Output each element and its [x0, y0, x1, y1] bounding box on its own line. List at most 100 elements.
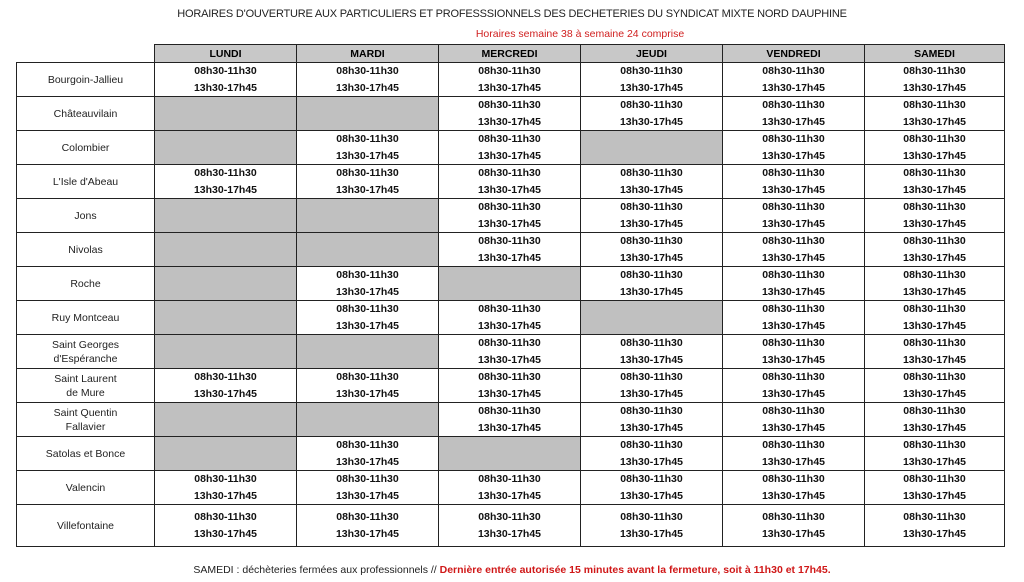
afternoon-hours: 13h30-17h45 [335, 489, 400, 502]
afternoon-hours: 13h30-17h45 [193, 489, 258, 502]
closed-cell [154, 334, 297, 369]
table-row: Villefontaine 08h30-11h30 13h30-17h45 08h30… [16, 504, 1005, 547]
hours-cell: 08h30-11h30 13h30-17h45 [438, 62, 581, 97]
afternoon-hours: 13h30-17h45 [902, 285, 967, 298]
closed-cell [154, 130, 297, 165]
afternoon-hours: 13h30-17h45 [477, 421, 542, 434]
hours-cell: 08h30-11h30 13h30-17h45 [580, 266, 723, 301]
afternoon-hours: 13h30-17h45 [902, 387, 967, 400]
afternoon-hours: 13h30-17h45 [619, 353, 684, 366]
morning-hours: 08h30-11h30 [478, 371, 541, 383]
afternoon-hours: 13h30-17h45 [193, 527, 258, 540]
morning-hours: 08h30-11h30 [194, 473, 257, 485]
afternoon-hours: 13h30-17h45 [335, 183, 400, 196]
footer-text: SAMEDI : déchèteries fermées aux profess… [193, 564, 440, 576]
morning-hours: 08h30-11h30 [194, 65, 257, 77]
morning-hours: 08h30-11h30 [903, 133, 966, 145]
morning-hours: 08h30-11h30 [620, 99, 683, 111]
morning-hours: 08h30-11h30 [620, 167, 683, 179]
morning-hours: 08h30-11h30 [336, 133, 399, 145]
morning-hours: 08h30-11h30 [478, 65, 541, 77]
hours-cell: 08h30-11h30 13h30-17h45 [864, 402, 1005, 437]
morning-hours: 08h30-11h30 [478, 303, 541, 315]
site-name: L'Isle d'Abeau [16, 164, 155, 199]
table-row: Saint Laurent de Mure 08h30-11h30 13h30-17h… [16, 368, 1005, 403]
day-header-jeudi: JEUDI [580, 44, 723, 63]
morning-hours: 08h30-11h30 [762, 511, 825, 523]
afternoon-hours: 13h30-17h45 [335, 387, 400, 400]
morning-hours: 08h30-11h30 [903, 201, 966, 213]
site-name-line: Villefontaine [56, 519, 115, 532]
hours-cell: 08h30-11h30 13h30-17h45 [864, 334, 1005, 369]
afternoon-hours: 13h30-17h45 [619, 387, 684, 400]
closed-cell [154, 436, 297, 471]
afternoon-hours: 13h30-17h45 [761, 149, 826, 162]
site-name: Colombier [16, 130, 155, 165]
afternoon-hours: 13h30-17h45 [619, 81, 684, 94]
hours-cell: 08h30-11h30 13h30-17h45 [580, 504, 723, 547]
site-name: Saint Laurent de Mure [16, 368, 155, 403]
morning-hours: 08h30-11h30 [762, 235, 825, 247]
afternoon-hours: 13h30-17h45 [477, 149, 542, 162]
hours-cell: 08h30-11h30 13h30-17h45 [296, 164, 439, 199]
site-name-line: Ruy Montceau [51, 311, 120, 324]
site-name-line: Fallavier [65, 420, 106, 433]
table-row: Ruy Montceau 08h30-11h30 13h30-17h45 08h30-… [16, 300, 1005, 335]
afternoon-hours: 13h30-17h45 [619, 115, 684, 128]
afternoon-hours: 13h30-17h45 [761, 421, 826, 434]
morning-hours: 08h30-11h30 [620, 235, 683, 247]
hours-cell: 08h30-11h30 13h30-17h45 [296, 300, 439, 335]
afternoon-hours: 13h30-17h45 [619, 455, 684, 468]
morning-hours: 08h30-11h30 [336, 167, 399, 179]
site-name-line: Nivolas [68, 243, 103, 256]
site-name-line: Satolas et Bonce [45, 447, 126, 460]
afternoon-hours: 13h30-17h45 [902, 217, 967, 230]
site-name: Villefontaine [16, 504, 155, 547]
footer-warning: Dernière entrée autorisée 15 minutes ava… [439, 564, 831, 576]
morning-hours: 08h30-11h30 [194, 167, 257, 179]
afternoon-hours: 13h30-17h45 [477, 353, 542, 366]
morning-hours: 08h30-11h30 [762, 337, 825, 349]
morning-hours: 08h30-11h30 [762, 405, 825, 417]
hours-cell: 08h30-11h30 13h30-17h45 [296, 368, 439, 403]
closed-cell [154, 266, 297, 301]
afternoon-hours: 13h30-17h45 [902, 489, 967, 502]
closed-cell [296, 402, 439, 437]
morning-hours: 08h30-11h30 [620, 201, 683, 213]
hours-cell: 08h30-11h30 13h30-17h45 [864, 368, 1005, 403]
morning-hours: 08h30-11h30 [194, 371, 257, 383]
site-name: Ruy Montceau [16, 300, 155, 335]
morning-hours: 08h30-11h30 [762, 439, 825, 451]
day-header-samedi: SAMEDI [864, 44, 1005, 63]
morning-hours: 08h30-11h30 [478, 167, 541, 179]
hours-cell: 08h30-11h30 13h30-17h45 [722, 198, 865, 233]
hours-cell: 08h30-11h30 13h30-17h45 [296, 470, 439, 505]
page-title: HORAIRES D'OUVERTURE AUX PARTICULIERS ET… [177, 8, 847, 20]
closed-cell [438, 436, 581, 471]
afternoon-hours: 13h30-17h45 [477, 527, 542, 540]
hours-cell: 08h30-11h30 13h30-17h45 [722, 334, 865, 369]
site-name: Châteauvilain [16, 96, 155, 131]
site-name-line: Jons [74, 209, 97, 222]
hours-cell: 08h30-11h30 13h30-17h45 [438, 334, 581, 369]
hours-cell: 08h30-11h30 13h30-17h45 [438, 232, 581, 267]
morning-hours: 08h30-11h30 [336, 439, 399, 451]
morning-hours: 08h30-11h30 [903, 269, 966, 281]
hours-cell: 08h30-11h30 13h30-17h45 [296, 436, 439, 471]
afternoon-hours: 13h30-17h45 [761, 489, 826, 502]
hours-cell: 08h30-11h30 13h30-17h45 [438, 198, 581, 233]
morning-hours: 08h30-11h30 [336, 65, 399, 77]
morning-hours: 08h30-11h30 [478, 405, 541, 417]
afternoon-hours: 13h30-17h45 [335, 455, 400, 468]
hours-cell: 08h30-11h30 13h30-17h45 [722, 300, 865, 335]
afternoon-hours: 13h30-17h45 [193, 183, 258, 196]
hours-cell: 08h30-11h30 13h30-17h45 [154, 164, 297, 199]
hours-cell: 08h30-11h30 13h30-17h45 [722, 164, 865, 199]
closed-cell [296, 96, 439, 131]
site-name-line: Saint Quentin [53, 406, 118, 419]
day-header-lundi: LUNDI [154, 44, 297, 63]
morning-hours: 08h30-11h30 [620, 405, 683, 417]
closed-cell [154, 232, 297, 267]
afternoon-hours: 13h30-17h45 [761, 251, 826, 264]
closed-cell [580, 300, 723, 335]
